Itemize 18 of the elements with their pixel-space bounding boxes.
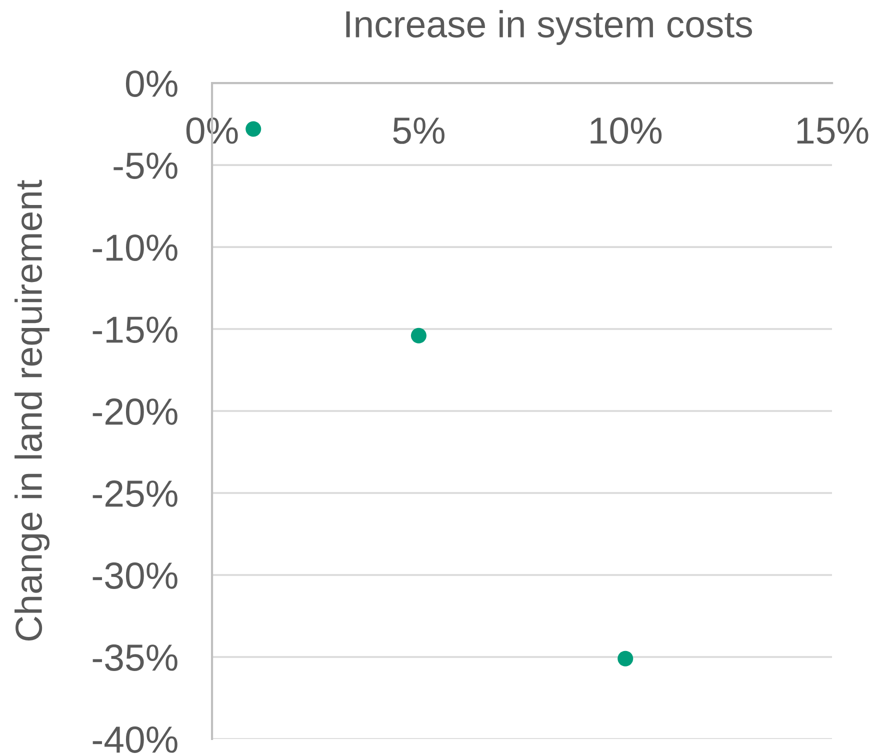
y-tick-label: -25% xyxy=(92,480,178,507)
x-tick-label: 0% xyxy=(186,117,238,144)
y-tick-label: -35% xyxy=(92,644,178,671)
y-tick-label: -10% xyxy=(92,234,178,261)
y-tick-label: -40% xyxy=(92,726,178,753)
y-axis-title: Change in land requirement xyxy=(14,180,50,640)
point xyxy=(410,328,426,344)
x-tick-label: 5% xyxy=(393,118,444,144)
x-axis-title: Increase in system costs xyxy=(346,10,752,45)
x-tick-label: 10% xyxy=(590,117,662,144)
y-tick-label: -15% xyxy=(92,316,178,343)
y-tick-label: 0% xyxy=(126,70,178,98)
point xyxy=(246,121,262,137)
y-tick-label: -20% xyxy=(92,398,178,425)
y-tick-label: -30% xyxy=(92,562,178,589)
y-tick-label: -5% xyxy=(114,152,178,179)
point xyxy=(618,650,634,666)
x-tick-label: 15% xyxy=(797,118,868,144)
